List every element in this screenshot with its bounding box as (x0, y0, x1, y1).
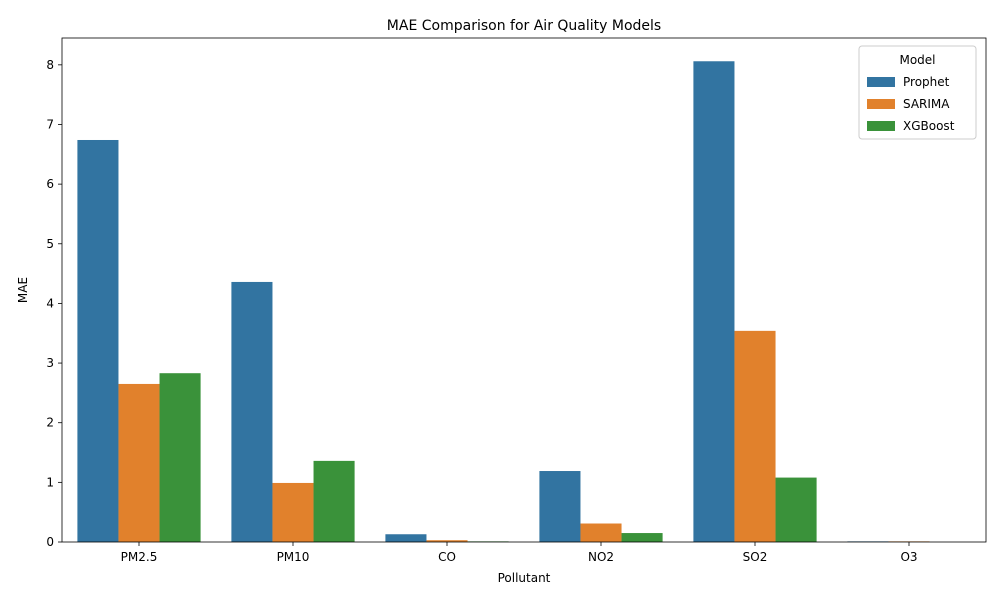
bar-xgboost-no2 (621, 533, 663, 542)
bar-prophet-so2 (693, 61, 735, 542)
x-tick-label: SO2 (743, 550, 768, 564)
legend-swatch-sarima (867, 99, 895, 109)
legend-swatch-xgboost (867, 121, 895, 131)
axes-group: 0 1 2 3 4 5 6 7 8 PM2.5 PM10 CO NO2 SO2 O3 (46, 37, 987, 564)
chart-title: MAE Comparison for Air Quality Models (387, 18, 661, 34)
x-tick-label: CO (438, 550, 456, 564)
legend-label-xgboost: XGBoost (903, 119, 955, 133)
x-tick-label: PM2.5 (121, 550, 158, 564)
bar-sarima-no2 (580, 523, 622, 542)
y-axis-title: MAE (16, 277, 30, 303)
bar-xgboost-pm2-5 (159, 373, 201, 542)
bar-prophet-pm2-5 (77, 139, 119, 543)
bar-prophet-no2 (539, 471, 581, 542)
x-tick-label: PM10 (277, 550, 310, 564)
y-tick-label: 5 (46, 237, 54, 251)
legend-label-prophet: Prophet (903, 75, 950, 89)
y-tick-label: 4 (46, 296, 54, 310)
x-tick-label: O3 (900, 550, 917, 564)
legend-box (858, 45, 977, 140)
bar-prophet-co (385, 534, 427, 542)
y-tick-label: 7 (46, 117, 54, 131)
bar-prophet-pm10 (231, 281, 273, 542)
bar-xgboost-so2 (775, 477, 817, 542)
legend: Model Prophet SARIMA XGBoost (858, 45, 977, 140)
y-tick-label: 1 (46, 475, 54, 489)
y-tick-label: 3 (46, 356, 54, 370)
legend-title: Model (899, 53, 935, 67)
bar-sarima-pm10 (272, 482, 314, 542)
y-tick-label: 2 (46, 416, 54, 430)
bar-sarima-so2 (734, 330, 776, 542)
axes-frame (61, 37, 987, 543)
y-tick-label: 0 (46, 535, 54, 549)
x-axis-title: Pollutant (498, 571, 551, 585)
bars-group (77, 61, 930, 543)
bar-sarima-co (426, 540, 468, 542)
x-tick-label: NO2 (588, 550, 614, 564)
bar-sarima-pm2-5 (118, 383, 160, 542)
plot-area (62, 38, 986, 542)
y-tick-label: 6 (46, 177, 54, 191)
legend-label-sarima: SARIMA (903, 97, 950, 111)
y-tick-label: 8 (46, 58, 54, 72)
bar-xgboost-pm10 (313, 460, 355, 542)
legend-swatch-prophet (867, 77, 895, 87)
